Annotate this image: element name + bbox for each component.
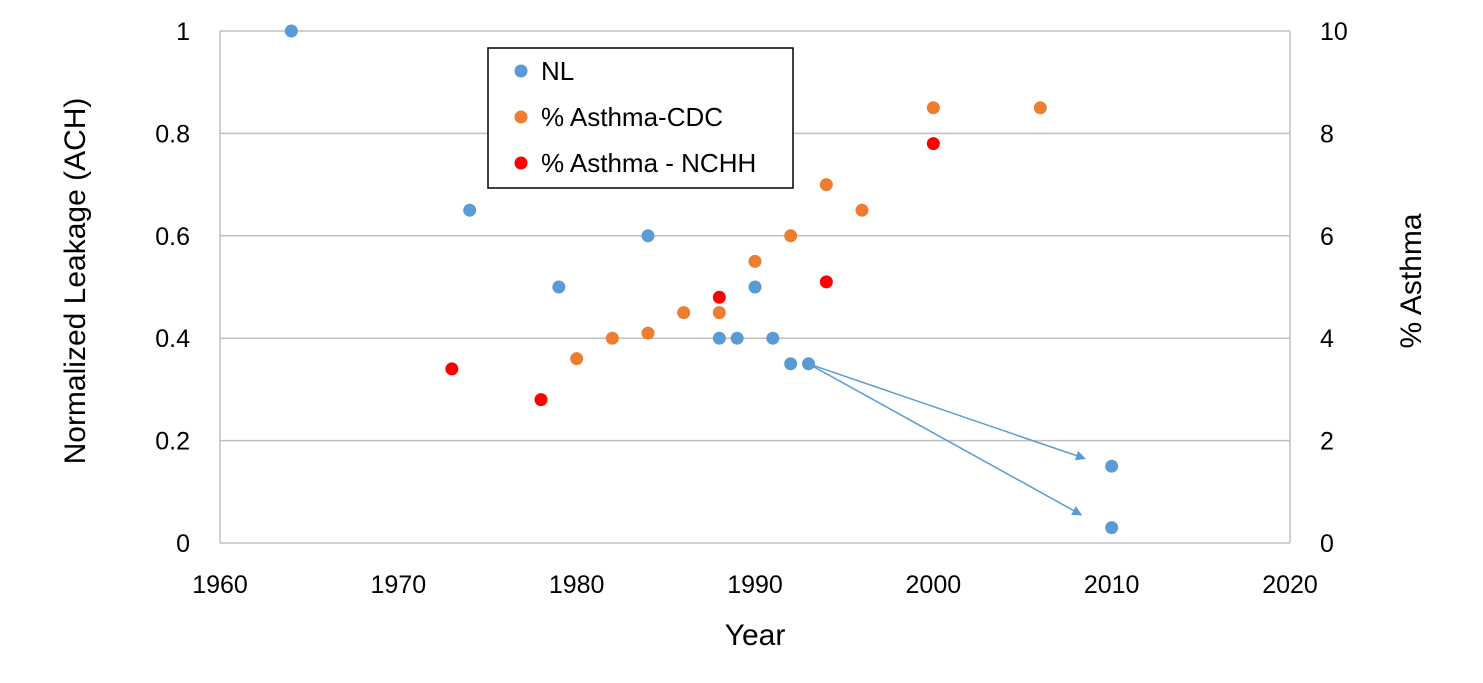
trend-arrow	[808, 363, 1086, 461]
legend-box	[487, 47, 794, 189]
x-axis-title: Year	[725, 619, 786, 652]
legend: NL % Asthma-CDC % Asthma - NCHH	[487, 47, 794, 189]
data-point-series-0	[802, 357, 815, 371]
data-point-series-2	[926, 137, 940, 151]
y2-tick-label: 6	[1320, 223, 1334, 251]
legend-label-2: % Asthma - NCHH	[541, 148, 756, 178]
y2-axis-title: % Asthma	[1395, 213, 1428, 348]
data-point-series-0	[284, 24, 298, 38]
x-tick-label: 1960	[192, 571, 248, 599]
data-point-series-0	[1105, 459, 1119, 473]
axis-titles: Year Normalized Leakage (ACH) % Asthma	[59, 98, 1428, 652]
data-point-series-1	[855, 203, 869, 217]
legend-marker-0	[514, 64, 528, 78]
legend-label-0: NL	[541, 56, 574, 86]
annotations	[808, 363, 1086, 516]
x-tick-label: 1990	[727, 571, 783, 599]
data-point-series-0	[463, 203, 477, 217]
y2-tick-label: 0	[1320, 530, 1334, 558]
data-point-series-2	[819, 275, 833, 289]
data-point-series-0	[552, 280, 566, 294]
data-points	[284, 24, 1119, 535]
data-point-series-1	[605, 331, 619, 345]
x-tick-label: 2020	[1262, 571, 1318, 599]
y-tick-label: 0	[176, 530, 190, 558]
y-tick-label: 0.4	[155, 325, 190, 353]
data-point-series-0	[784, 357, 798, 371]
x-tick-label: 1970	[371, 571, 427, 599]
data-point-series-1	[926, 101, 940, 115]
legend-label-1: % Asthma-CDC	[541, 102, 723, 132]
legend-marker-2	[514, 156, 528, 170]
y-tick-label: 0.2	[155, 428, 190, 456]
y2-tick-label: 8	[1320, 120, 1334, 148]
data-point-series-0	[1105, 521, 1119, 535]
data-point-series-0	[712, 331, 726, 345]
legend-marker-1	[514, 110, 528, 124]
data-point-series-1	[784, 229, 798, 243]
data-point-series-0	[730, 331, 744, 345]
trend-arrow	[808, 363, 1083, 516]
x-tick-label: 1980	[549, 571, 605, 599]
y-tick-label: 0.6	[155, 223, 190, 251]
y-axis-title: Normalized Leakage (ACH)	[59, 98, 92, 465]
y-tick-label: 0.8	[155, 120, 190, 148]
y2-tick-label: 4	[1320, 325, 1334, 353]
data-point-series-1	[748, 254, 762, 268]
x-tick-label: 2010	[1084, 571, 1140, 599]
data-point-series-0	[641, 229, 655, 243]
data-point-series-1	[1033, 101, 1047, 115]
data-point-series-0	[748, 280, 762, 294]
y-tick-label: 1	[176, 18, 190, 46]
y2-tick-label: 10	[1320, 18, 1348, 46]
data-point-series-1	[570, 352, 584, 366]
data-point-series-1	[819, 178, 833, 192]
x-tick-label: 2000	[906, 571, 962, 599]
data-point-series-2	[445, 362, 459, 376]
data-point-series-0	[766, 331, 780, 345]
data-point-series-1	[641, 326, 655, 340]
y2-tick-label: 2	[1320, 428, 1334, 456]
data-point-series-2	[712, 290, 726, 304]
data-point-series-1	[712, 306, 726, 320]
data-point-series-1	[677, 306, 691, 320]
data-point-series-2	[534, 393, 548, 407]
